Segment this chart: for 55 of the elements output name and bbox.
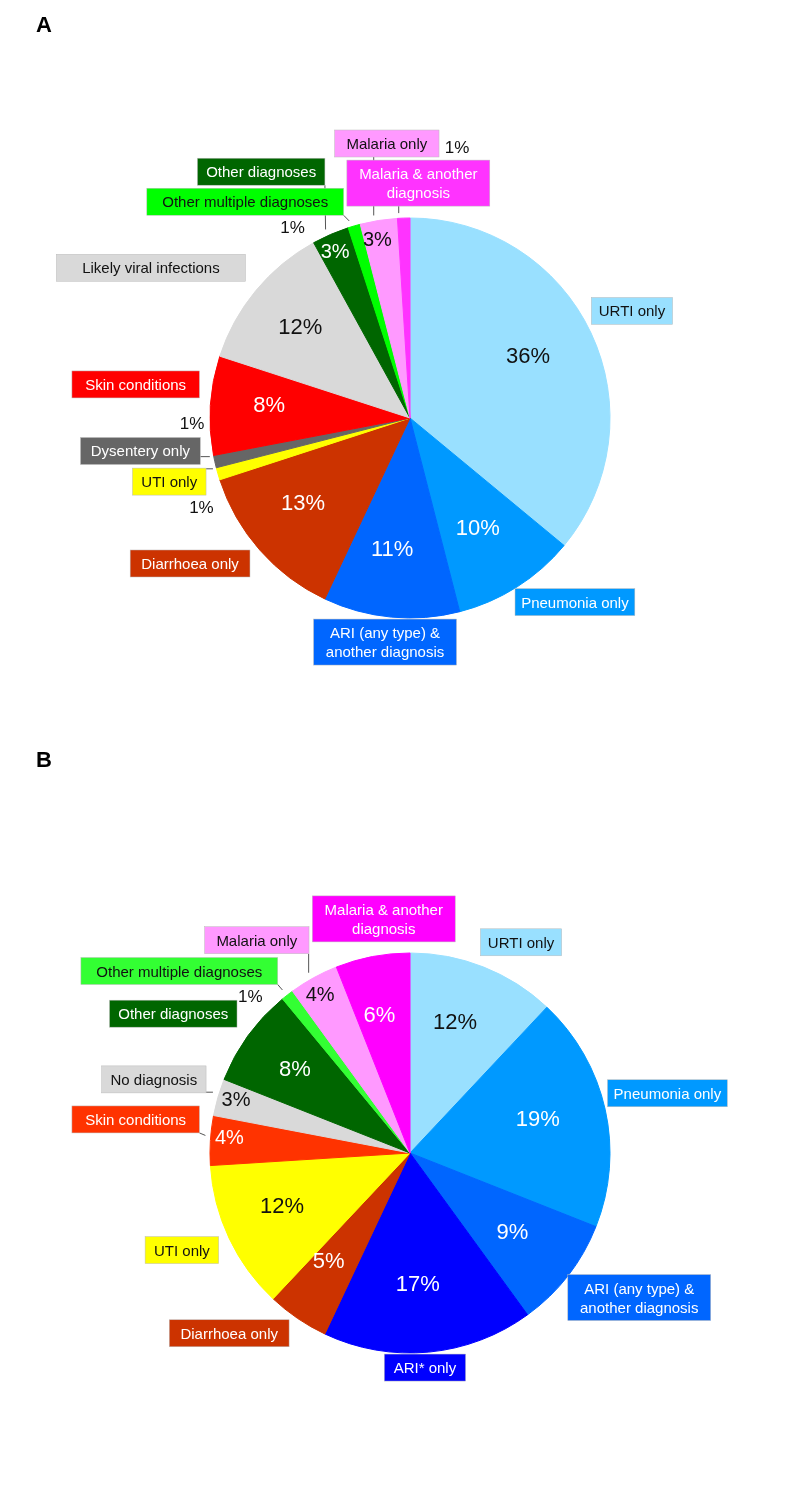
- data-label: 19%: [515, 1105, 560, 1131]
- slice-label: Other diagnoses: [118, 1005, 229, 1023]
- data-label: 1%: [238, 987, 263, 1007]
- data-label: 10%: [455, 515, 500, 541]
- data-label: 3%: [363, 228, 393, 251]
- slice-label: Pneumonia only: [613, 1084, 722, 1102]
- data-label: 1%: [189, 497, 214, 517]
- pie-slice: [335, 952, 411, 1154]
- slice-label: ARI (any type) & another diagnosis: [580, 1279, 699, 1316]
- data-label: 5%: [312, 1247, 345, 1273]
- slice-label: Other multiple diagnoses: [162, 193, 329, 211]
- slice-label: UTI only: [141, 473, 198, 491]
- pie-slice: [209, 355, 411, 456]
- slice-label: Malaria & another diagnosis: [359, 165, 478, 202]
- data-label: 8%: [279, 1055, 311, 1081]
- pie-slice: [209, 1115, 411, 1167]
- data-label: 13%: [280, 490, 326, 516]
- slice-label: Likely viral infections: [82, 259, 220, 277]
- slice-label: No diagnosis: [110, 1070, 198, 1088]
- data-label: 6%: [363, 1001, 396, 1027]
- slice-label: UTI only: [153, 1241, 211, 1259]
- slice-label: Diarrhoea only: [180, 1324, 279, 1342]
- slice-label: Malaria & another diagnosis: [324, 900, 443, 937]
- data-label: 11%: [371, 535, 414, 561]
- slice-label: URTI only: [598, 302, 666, 320]
- slice-label: Malaria only: [216, 931, 298, 949]
- slice-label: Pneumonia only: [521, 593, 630, 611]
- slice-label: Other multiple diagnoses: [96, 962, 263, 980]
- pie-slice: [396, 217, 411, 419]
- data-label: 12%: [433, 1009, 478, 1035]
- slice-label: Skin conditions: [85, 1110, 187, 1128]
- data-label: 1%: [280, 218, 305, 238]
- data-label: 3%: [221, 1087, 251, 1110]
- slice-label: Malaria only: [346, 135, 428, 152]
- slice-label: URTI only: [487, 933, 555, 951]
- data-label: 12%: [278, 313, 323, 339]
- data-label: 8%: [253, 391, 286, 417]
- slice-label: Skin conditions: [85, 375, 187, 393]
- data-label: 12%: [259, 1193, 304, 1219]
- slice-label: Other diagnoses: [206, 163, 317, 181]
- pie-slice: [213, 1078, 411, 1154]
- data-label: 17%: [395, 1270, 440, 1296]
- data-label: 4%: [214, 1125, 245, 1148]
- data-label: 36%: [506, 342, 551, 368]
- slice-label: Diarrhoea only: [141, 554, 240, 572]
- data-label: 9%: [496, 1218, 529, 1244]
- slice-label: ARI (any type) & another diagnosis: [325, 624, 445, 661]
- data-label: 4%: [305, 982, 335, 1005]
- chart-title: B: [36, 747, 52, 773]
- data-label: 3%: [320, 240, 350, 263]
- data-label: 1%: [179, 413, 205, 433]
- data-label: 1%: [444, 137, 470, 157]
- slice-label: Dysentery only: [90, 442, 191, 460]
- chart-title: A: [36, 12, 52, 38]
- slice-label: ARI* only: [393, 1359, 457, 1377]
